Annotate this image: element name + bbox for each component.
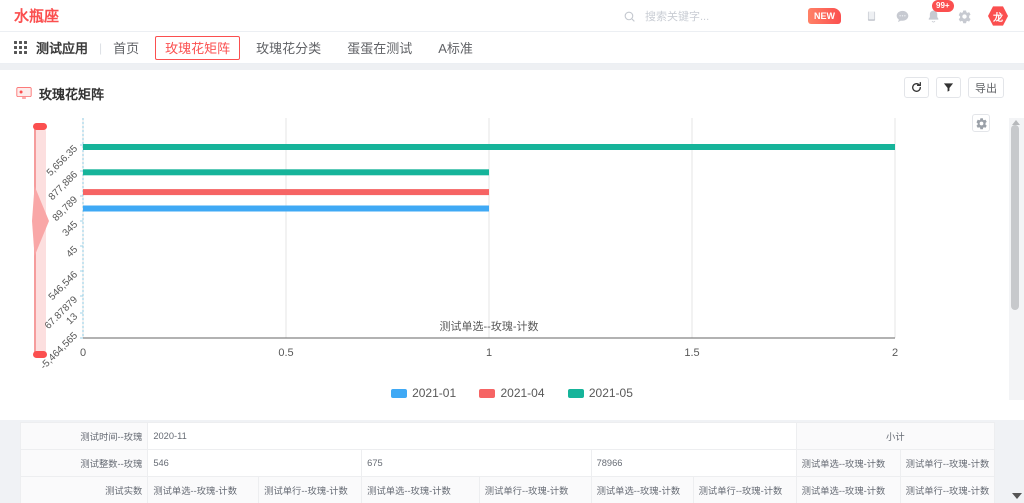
svg-text:345: 345 — [61, 219, 81, 239]
svg-text:1.5: 1.5 — [684, 347, 699, 359]
svg-text:2: 2 — [892, 347, 898, 359]
svg-text:-5,464,565: -5,464,565 — [39, 330, 81, 372]
svg-text:测试单选--玫瑰-计数: 测试单选--玫瑰-计数 — [440, 319, 539, 333]
svg-text:67.87879: 67.87879 — [43, 294, 81, 332]
svg-text:45: 45 — [64, 244, 80, 260]
svg-text:1: 1 — [486, 347, 492, 359]
svg-text:0.5: 0.5 — [278, 347, 293, 359]
svg-text:0: 0 — [80, 347, 86, 359]
